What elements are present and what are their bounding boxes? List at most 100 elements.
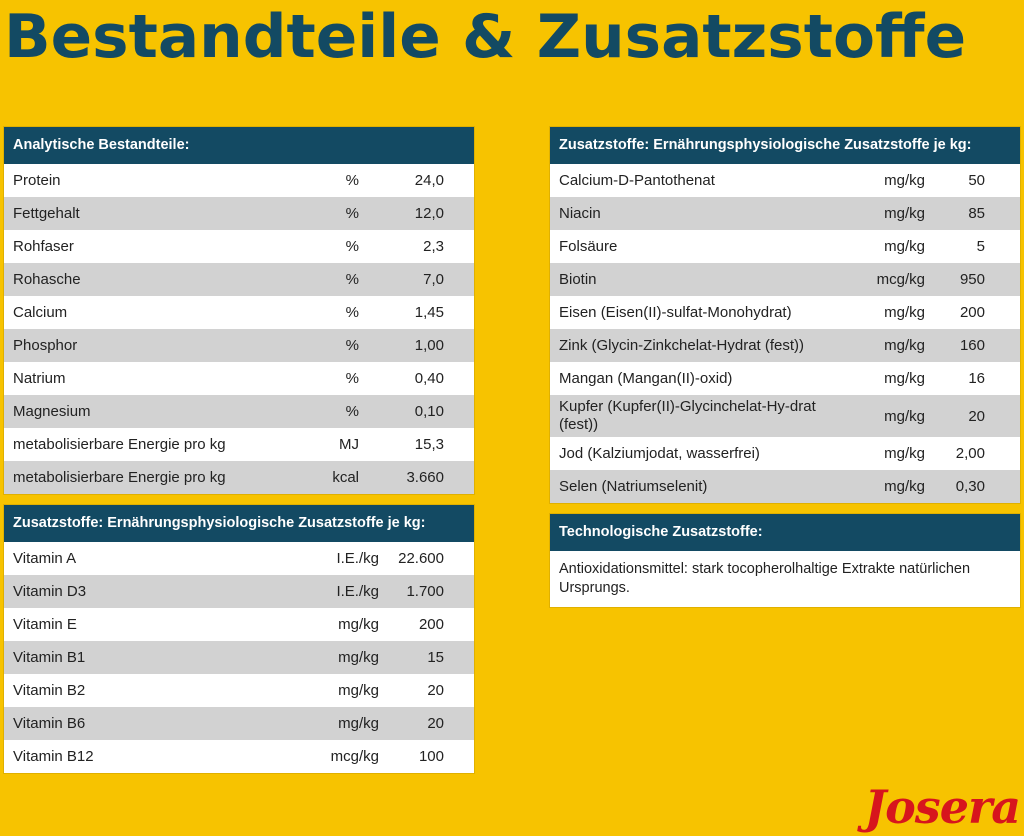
table-row: Niacin mg/kg 85 (550, 197, 1020, 230)
table-row: Biotin mcg/kg 950 (550, 263, 1020, 296)
row-value: 3.660 (406, 469, 444, 486)
row-value: 50 (968, 172, 985, 189)
minerals-rows: Calcium-D-Pantothenat mg/kg 50 Niacin mg/kg 8… (550, 164, 1020, 503)
row-value: 0,40 (414, 370, 444, 387)
table-row: Vitamin B6 mg/kg 20 (4, 707, 474, 740)
minerals-table-header: Zusatzstoffe: Ernährungsphysiologische Z… (550, 127, 1020, 164)
table-row: Vitamin B2 mg/kg 20 (4, 674, 474, 707)
row-label: Vitamin A (13, 550, 77, 567)
technological-table: Technologische Zusatzstoffe: Antioxidati… (550, 514, 1020, 607)
table-row: Magnesium% 0,10 (4, 395, 474, 428)
row-label: Vitamin B6 (13, 715, 86, 732)
row-label: Protein (13, 172, 61, 189)
row-label: Zink (Glycin-Zinkchelat-Hydrat (fest)) (559, 337, 805, 354)
table-row: Kupfer (Kupfer(II)-Glycinchelat-Hy-drat … (550, 395, 1020, 437)
table-row: Rohasche% 7,0 (4, 263, 474, 296)
row-value: 7,0 (423, 271, 444, 288)
row-label: Vitamin B1 (13, 649, 86, 666)
technological-text: Antioxidationsmittel: stark tocopherolha… (559, 561, 971, 596)
row-unit: % (345, 337, 359, 354)
table-row: Phosphor% 1,00 (4, 329, 474, 362)
row-unit: mcg/kg (876, 271, 925, 288)
row-value: 100 (418, 748, 444, 765)
row-label: Vitamin B12 (13, 748, 94, 765)
row-unit: MJ (339, 436, 359, 453)
row-value: 22.600 (398, 550, 444, 567)
technological-table-header: Technologische Zusatzstoffe: (550, 514, 1020, 551)
row-value: 24,0 (414, 172, 444, 189)
row-unit: mg/kg (884, 172, 925, 189)
table-row: Protein% 24,0 (4, 164, 474, 197)
row-value: 950 (959, 271, 985, 288)
analytic-table-header: Analytische Bestandteile: (4, 127, 474, 164)
row-label: Calcium-D-Pantothenat (559, 172, 715, 189)
row-label: Phosphor (13, 337, 78, 354)
row-unit: mg/kg (884, 238, 925, 255)
row-label: Vitamin B2 (13, 682, 86, 699)
row-label: Rohasche (13, 271, 81, 288)
row-value: 5 (976, 238, 985, 255)
table-row: Rohfaser% 2,3 (4, 230, 474, 263)
row-value: 85 (968, 205, 985, 222)
row-value: 0,10 (414, 403, 444, 420)
row-label: Vitamin D3 (13, 583, 87, 600)
page-title: Bestandteile & Zusatzstoffe (4, 2, 967, 72)
row-label: Fettgehalt (13, 205, 80, 222)
row-unit: % (345, 172, 359, 189)
row-label: Kupfer (Kupfer(II)-Glycinchelat-Hy-drat … (559, 398, 816, 433)
row-label: Folsäure (559, 238, 618, 255)
row-label: metabolisierbare Energie pro kg (13, 469, 226, 486)
row-unit: mg/kg (884, 205, 925, 222)
analytic-rows: Protein% 24,0 Fettgehalt% 12,0 Rohfaser% 2,3 R… (4, 164, 474, 494)
row-label: Jod (Kalziumjodat, wasserfrei) (559, 445, 760, 462)
table-row: Vitamin B12 mcg/kg 100 (4, 740, 474, 773)
josera-logo: Josera (864, 780, 1021, 834)
row-label: Mangan (Mangan(II)-oxid) (559, 370, 733, 387)
table-row: Zink (Glycin-Zinkchelat-Hydrat (fest)) mg… (550, 329, 1020, 362)
row-value: 20 (427, 682, 444, 699)
row-unit: I.E./kg (336, 583, 379, 600)
row-value: 15 (427, 649, 444, 666)
vitamins-table: Zusatzstoffe: Ernährungsphysiologische Z… (4, 505, 474, 773)
row-label: Calcium (13, 304, 68, 321)
row-unit: mg/kg (338, 649, 379, 666)
table-row: Calcium-D-Pantothenat mg/kg 50 (550, 164, 1020, 197)
table-row: Jod (Kalziumjodat, wasserfrei) mg/kg 2,00 (550, 437, 1020, 470)
table-row: Selen (Natriumselenit) mg/kg 0,30 (550, 470, 1020, 503)
row-label: Selen (Natriumselenit) (559, 478, 708, 495)
row-unit: mg/kg (338, 616, 379, 633)
row-unit: mcg/kg (330, 748, 379, 765)
row-unit: % (345, 304, 359, 321)
row-unit: kcal (332, 469, 359, 486)
row-label: Biotin (559, 271, 597, 288)
row-value: 1,00 (414, 337, 444, 354)
table-row: Vitamin D3 I.E./kg 1.700 (4, 575, 474, 608)
row-unit: mg/kg (884, 478, 925, 495)
row-value: 2,3 (423, 238, 444, 255)
row-unit: mg/kg (338, 682, 379, 699)
row-value: 2,00 (955, 445, 985, 462)
table-row: metabolisierbare Energie pro kg kcal 3.660 (4, 461, 474, 494)
row-label: Niacin (559, 205, 601, 222)
row-unit: % (345, 271, 359, 288)
table-row: Mangan (Mangan(II)-oxid) mg/kg 16 (550, 362, 1020, 395)
row-unit: I.E./kg (336, 550, 379, 567)
row-value: 200 (418, 616, 444, 633)
table-row: Vitamin A I.E./kg 22.600 (4, 542, 474, 575)
table-row: Vitamin E mg/kg 200 (4, 608, 474, 641)
row-unit: % (345, 403, 359, 420)
row-unit: % (345, 370, 359, 387)
row-unit: mg/kg (884, 304, 925, 321)
row-value: 15,3 (414, 436, 444, 453)
row-value: 160 (959, 337, 985, 354)
row-label: metabolisierbare Energie pro kg (13, 436, 226, 453)
row-value: 16 (968, 370, 985, 387)
row-value: 200 (959, 304, 985, 321)
minerals-table: Zusatzstoffe: Ernährungsphysiologische Z… (550, 127, 1020, 503)
row-unit: % (345, 238, 359, 255)
row-label: Natrium (13, 370, 66, 387)
row-label: Rohfaser (13, 238, 74, 255)
row-unit: mg/kg (338, 715, 379, 732)
table-row: Calcium% 1,45 (4, 296, 474, 329)
row-value: 0,30 (955, 478, 985, 495)
